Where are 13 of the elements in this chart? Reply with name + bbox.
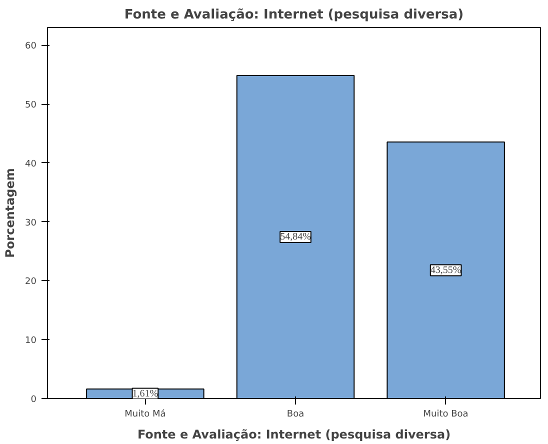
y-tick-label: 10 xyxy=(25,336,37,346)
y-tick-label: 50 xyxy=(25,100,37,111)
y-axis-title: Porcentagem xyxy=(3,168,18,258)
x-tick-label: Boa xyxy=(286,410,304,420)
y-tick-label: 40 xyxy=(25,159,37,170)
y-tick-label: 0 xyxy=(30,395,37,405)
y-tick-label: 20 xyxy=(25,277,37,288)
chart-title: Fonte e Avaliação: Internet (pesquisa diversa) xyxy=(124,8,464,22)
x-tick-label: Muito Má xyxy=(124,408,166,420)
x-axis-title: Fonte e Avaliação: Internet (pesquisa diversa) xyxy=(137,428,451,442)
y-tick-label: 60 xyxy=(25,42,37,52)
y-tick-label: 30 xyxy=(25,218,37,228)
x-tick-label: Muito Boa xyxy=(423,410,468,420)
